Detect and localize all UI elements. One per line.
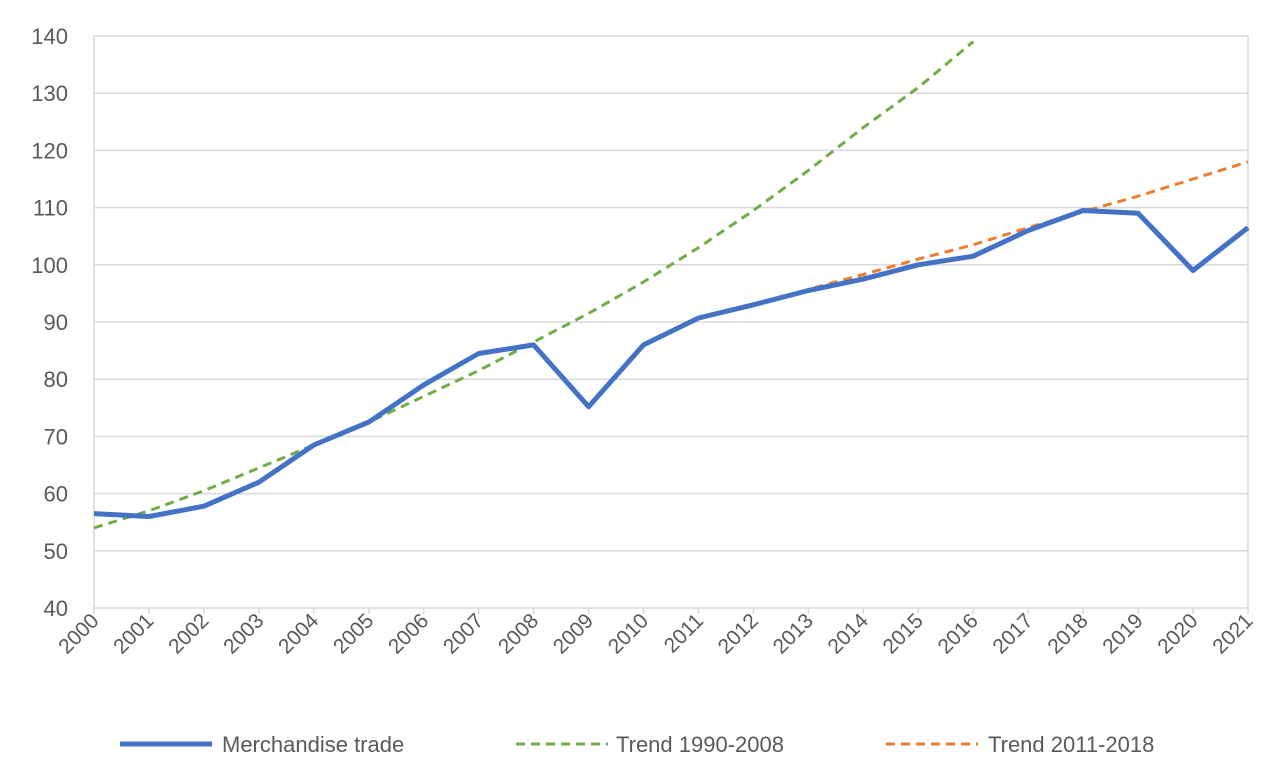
x-tick-label: 2019 (1098, 609, 1147, 658)
y-tick-label: 120 (31, 138, 68, 163)
y-tick-label: 50 (44, 539, 68, 564)
y-tick-label: 40 (44, 596, 68, 621)
y-tick-label: 140 (31, 24, 68, 49)
y-tick-label: 110 (33, 196, 68, 221)
x-tick-label: 2005 (329, 609, 378, 658)
y-tick-label: 70 (44, 424, 68, 449)
x-tick-label: 2016 (933, 609, 982, 658)
x-tick-label: 2015 (879, 609, 928, 658)
x-tick-label: 2010 (604, 609, 653, 658)
series-lines (93, 40, 1250, 530)
x-tick-label: 2013 (769, 609, 818, 658)
series-line-merchandise-trade (93, 208, 1250, 519)
x-tick-label: 2007 (439, 609, 488, 658)
x-tick-label: 2012 (714, 609, 763, 658)
x-tick-label: 2002 (164, 609, 213, 658)
legend: Merchandise trade Trend 1990-2008 Trend 20… (120, 732, 1154, 757)
x-tick-label: 2017 (988, 609, 1037, 658)
y-tick-label: 90 (44, 310, 68, 335)
legend-label-trend-1990-2008: Trend 1990-2008 (616, 732, 784, 757)
x-tick-label: 2006 (384, 609, 433, 658)
gridlines (93, 35, 1249, 609)
x-tick-label: 2020 (1153, 609, 1202, 658)
x-tick-label: 2003 (219, 609, 268, 658)
y-tick-label: 80 (44, 367, 68, 392)
x-tick-label: 2008 (494, 609, 543, 658)
series-line-trend-1990-2008 (93, 40, 975, 530)
x-axis: 2000 2001 2002 2003 2004 2005 2006 2007 2008 2009… (54, 608, 1258, 659)
x-tick-label: 2021 (1208, 609, 1257, 658)
y-tick-label: 130 (31, 81, 68, 106)
y-tick-label: 60 (44, 482, 68, 507)
legend-label-trend-2011-2018: Trend 2011-2018 (988, 732, 1154, 757)
x-tick-label: 2001 (109, 609, 158, 658)
x-tick-label: 2004 (274, 609, 324, 659)
x-tick-label: 2018 (1043, 609, 1092, 658)
x-tick-label: 2009 (549, 609, 598, 658)
x-tick-label: 2014 (824, 609, 874, 659)
x-tick-label: 2011 (660, 609, 708, 657)
y-axis: 40 50 60 70 80 90 100 110 120 130 140 (31, 24, 68, 621)
legend-label-merchandise-trade: Merchandise trade (222, 732, 404, 757)
y-tick-label: 100 (31, 253, 68, 278)
